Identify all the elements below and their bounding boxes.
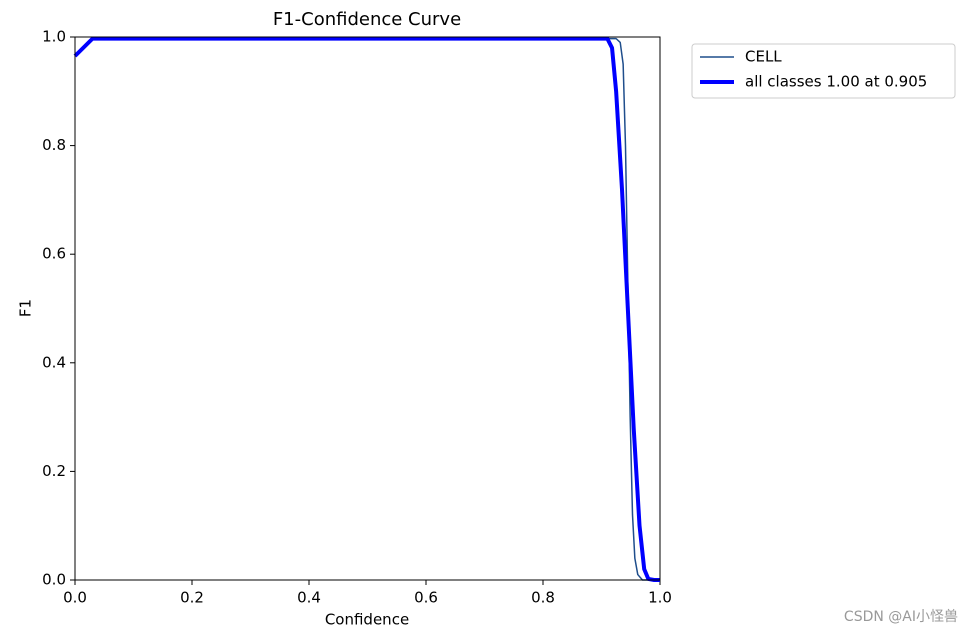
y-tick-label: 0.6 bbox=[42, 245, 66, 263]
y-tick-label: 0.8 bbox=[42, 136, 66, 154]
x-axis-label: Confidence bbox=[325, 611, 409, 629]
chart-title: F1-Confidence Curve bbox=[273, 9, 461, 30]
legend-label: all classes 1.00 at 0.905 bbox=[745, 73, 927, 91]
x-tick-label: 0.2 bbox=[180, 589, 204, 607]
y-tick-label: 0.4 bbox=[42, 353, 66, 371]
y-tick-label: 0.2 bbox=[42, 462, 66, 480]
plot-frame bbox=[74, 36, 661, 581]
legend-box bbox=[691, 43, 956, 99]
x-tick-label: 1.0 bbox=[648, 589, 672, 607]
y-axis-label: F1 bbox=[17, 299, 35, 317]
legend-label: CELL bbox=[745, 48, 782, 66]
series-line bbox=[74, 37, 660, 581]
y-tick-label: 0.0 bbox=[42, 571, 66, 589]
watermark: CSDN @AI小怪兽 bbox=[844, 609, 958, 625]
x-tick-label: 0.6 bbox=[414, 589, 438, 607]
x-tick-label: 0.4 bbox=[297, 589, 321, 607]
series-line bbox=[73, 36, 660, 582]
y-tick-label: 1.0 bbox=[42, 28, 66, 46]
x-tick-label: 0.0 bbox=[63, 589, 87, 607]
x-tick-label: 0.8 bbox=[531, 589, 555, 607]
